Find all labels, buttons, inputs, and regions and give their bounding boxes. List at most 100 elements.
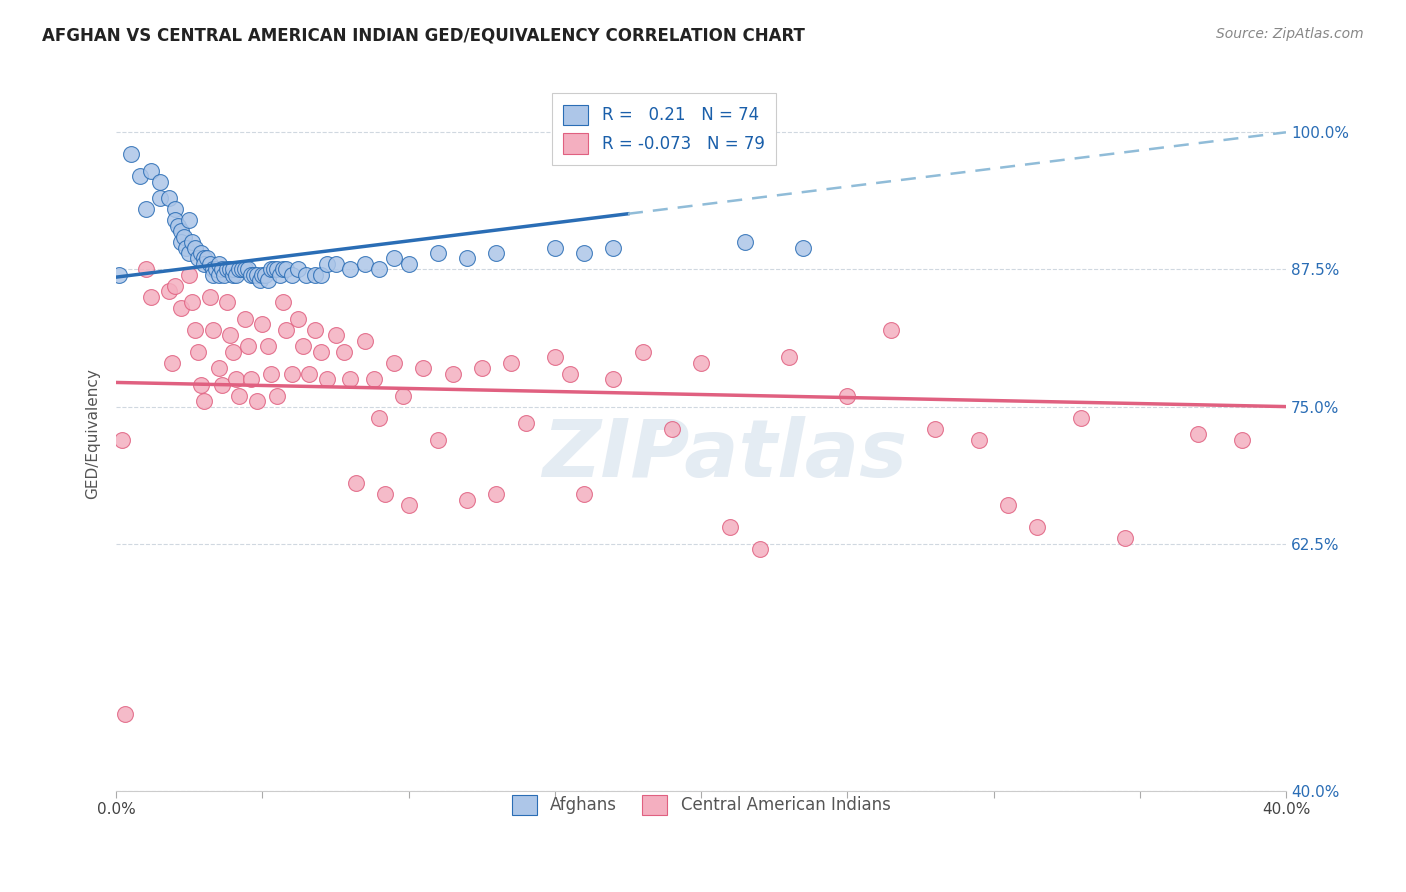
Point — [231, 262, 253, 277]
Point — [368, 262, 391, 277]
Point — [225, 268, 247, 282]
Point — [187, 344, 209, 359]
Point — [204, 262, 226, 277]
Point — [141, 163, 163, 178]
Point — [222, 344, 245, 359]
Point — [1187, 427, 1209, 442]
Point — [149, 191, 172, 205]
Point — [157, 285, 180, 299]
Point — [426, 246, 449, 260]
Point — [193, 252, 215, 266]
Point — [228, 262, 250, 277]
Point — [201, 323, 224, 337]
Point — [718, 520, 741, 534]
Point — [163, 213, 186, 227]
Point — [631, 344, 654, 359]
Point — [169, 301, 191, 315]
Point — [280, 268, 302, 282]
Point — [266, 389, 288, 403]
Point — [924, 421, 946, 435]
Point — [967, 433, 990, 447]
Point — [734, 235, 756, 249]
Point — [325, 328, 347, 343]
Point — [157, 191, 180, 205]
Point — [456, 252, 478, 266]
Point — [134, 202, 156, 216]
Point — [120, 147, 142, 161]
Point — [778, 350, 800, 364]
Point — [1230, 433, 1253, 447]
Point — [211, 262, 233, 277]
Point — [239, 268, 262, 282]
Point — [201, 262, 224, 277]
Point — [295, 268, 318, 282]
Point — [398, 257, 420, 271]
Point — [292, 339, 315, 353]
Point — [792, 240, 814, 254]
Point — [169, 224, 191, 238]
Point — [382, 356, 405, 370]
Point — [344, 476, 367, 491]
Point — [363, 372, 385, 386]
Point — [1114, 531, 1136, 545]
Point — [274, 323, 297, 337]
Point — [260, 367, 283, 381]
Point — [228, 389, 250, 403]
Point — [997, 499, 1019, 513]
Point — [298, 367, 321, 381]
Point — [485, 487, 508, 501]
Point — [149, 175, 172, 189]
Point — [246, 268, 269, 282]
Point — [257, 273, 280, 287]
Point — [242, 268, 264, 282]
Point — [163, 202, 186, 216]
Point — [217, 295, 239, 310]
Point — [181, 235, 204, 249]
Point — [266, 262, 288, 277]
Point — [114, 706, 136, 721]
Point — [246, 394, 269, 409]
Point — [166, 219, 188, 233]
Point — [1070, 410, 1092, 425]
Text: ZIPatlas: ZIPatlas — [541, 417, 907, 494]
Point — [236, 339, 259, 353]
Point — [880, 323, 903, 337]
Point — [190, 377, 212, 392]
Point — [236, 262, 259, 277]
Point — [690, 356, 713, 370]
Point — [193, 257, 215, 271]
Point — [304, 323, 326, 337]
Point — [222, 268, 245, 282]
Point — [222, 262, 245, 277]
Point — [602, 372, 624, 386]
Point — [176, 240, 198, 254]
Legend: Afghans, Central American Indians: Afghans, Central American Indians — [502, 785, 900, 825]
Point — [339, 262, 361, 277]
Point — [271, 295, 294, 310]
Point — [184, 323, 207, 337]
Point — [187, 252, 209, 266]
Point — [254, 268, 277, 282]
Point — [544, 350, 567, 364]
Point — [304, 268, 326, 282]
Point — [426, 433, 449, 447]
Point — [173, 229, 195, 244]
Point — [163, 279, 186, 293]
Point — [160, 356, 183, 370]
Point — [257, 339, 280, 353]
Point — [198, 290, 221, 304]
Point — [333, 344, 356, 359]
Point — [315, 257, 337, 271]
Point — [141, 290, 163, 304]
Point — [260, 262, 283, 277]
Point — [368, 410, 391, 425]
Point — [225, 372, 247, 386]
Point — [198, 257, 221, 271]
Point — [441, 367, 464, 381]
Point — [271, 262, 294, 277]
Y-axis label: GED/Equivalency: GED/Equivalency — [86, 368, 100, 500]
Point — [309, 268, 332, 282]
Point — [572, 487, 595, 501]
Point — [252, 318, 274, 332]
Point — [485, 246, 508, 260]
